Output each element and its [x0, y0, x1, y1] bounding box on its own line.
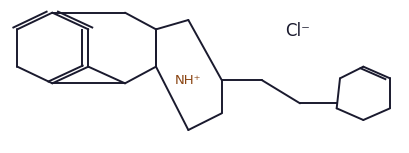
Text: NH⁺: NH⁺: [174, 74, 200, 87]
Text: Cl⁻: Cl⁻: [284, 22, 309, 40]
